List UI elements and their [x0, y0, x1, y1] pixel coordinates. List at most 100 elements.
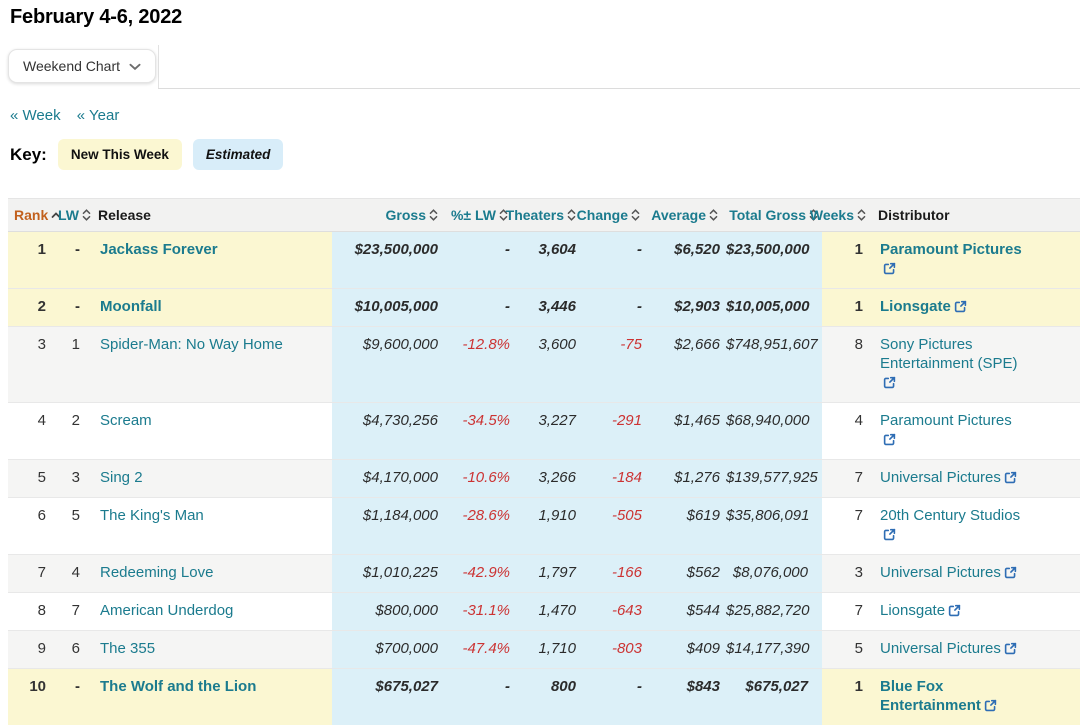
column-label: Theaters	[506, 207, 564, 223]
table-row: 2-Moonfall$10,005,000-3,446-$2,903$10,00…	[8, 289, 1080, 327]
theaters-cell: 3,446	[512, 289, 580, 327]
distributor-link[interactable]: 20th Century Studios	[880, 507, 1020, 543]
average-cell: $619	[644, 498, 722, 555]
release-cell: Jackass Forever	[92, 232, 332, 289]
column-header-theaters[interactable]: Theaters	[512, 199, 580, 232]
column-header-gross[interactable]: Gross	[332, 199, 442, 232]
distributor-link[interactable]: Lionsgate	[880, 298, 967, 315]
weeks-cell: 7	[822, 460, 870, 498]
key-estimated-badge: Estimated	[193, 139, 284, 170]
change-cell: -	[580, 289, 644, 327]
average-cell: $6,520	[644, 232, 722, 289]
lw-cell: -	[56, 669, 92, 725]
column-header-release: Release	[92, 199, 332, 232]
distributor-link[interactable]: Paramount Pictures	[880, 241, 1022, 277]
chart-type-dropdown[interactable]: Weekend Chart	[8, 49, 156, 83]
weeks-cell: 7	[822, 593, 870, 631]
gross-cell: $23,500,000	[332, 232, 442, 289]
release-link[interactable]: The Wolf and the Lion	[100, 678, 256, 695]
column-header-rank[interactable]: Rank	[8, 199, 56, 232]
rank-cell: 2	[8, 289, 56, 327]
table-row: 10-The Wolf and the Lion$675,027-800-$84…	[8, 669, 1080, 725]
rank-cell: 5	[8, 460, 56, 498]
external-link-icon	[1004, 565, 1017, 584]
table-header-row: Rank LW Release Gross %± LW Theaters	[8, 199, 1080, 232]
rank-cell: 4	[8, 403, 56, 460]
distributor-link[interactable]: Universal Pictures	[880, 564, 1017, 581]
change-cell: -	[580, 669, 644, 725]
change-cell: -291	[580, 403, 644, 460]
gross-cell: $4,170,000	[332, 460, 442, 498]
distributor-link[interactable]: Universal Pictures	[880, 640, 1017, 657]
change-cell: -166	[580, 555, 644, 593]
gross-cell: $4,730,256	[332, 403, 442, 460]
release-link[interactable]: The 355	[100, 640, 155, 657]
column-header-lw[interactable]: LW	[56, 199, 92, 232]
change-cell: -803	[580, 631, 644, 669]
sort-icon	[429, 208, 438, 222]
column-label: LW	[58, 207, 79, 223]
sort-icon	[567, 208, 576, 222]
change-cell: -643	[580, 593, 644, 631]
distributor-link[interactable]: Lionsgate	[880, 602, 961, 619]
release-link[interactable]: Redeeming Love	[100, 564, 213, 581]
chevron-down-icon	[129, 58, 141, 74]
total-gross-cell: $8,076,000	[722, 555, 822, 593]
release-cell: Scream	[92, 403, 332, 460]
column-label: Change	[577, 207, 628, 223]
release-link[interactable]: Moonfall	[100, 298, 162, 315]
change-cell: -75	[580, 327, 644, 403]
theaters-cell: 1,797	[512, 555, 580, 593]
page-title: February 4-6, 2022	[10, 6, 1080, 29]
release-link[interactable]: The King's Man	[100, 507, 204, 524]
table-body: 1-Jackass Forever$23,500,000-3,604-$6,52…	[8, 232, 1080, 725]
distributor-link[interactable]: Paramount Pictures	[880, 412, 1012, 448]
release-link[interactable]: Jackass Forever	[100, 241, 218, 258]
average-cell: $1,276	[644, 460, 722, 498]
rank-cell: 10	[8, 669, 56, 725]
lw-cell: 6	[56, 631, 92, 669]
column-header-pct-lw[interactable]: %± LW	[442, 199, 512, 232]
pct-lw-cell: -47.4%	[442, 631, 512, 669]
pct-lw-cell: -10.6%	[442, 460, 512, 498]
release-link[interactable]: Spider-Man: No Way Home	[100, 336, 283, 353]
pct-lw-cell: -	[442, 232, 512, 289]
change-cell: -184	[580, 460, 644, 498]
weeks-cell: 7	[822, 498, 870, 555]
column-label: Average	[651, 207, 706, 223]
weeks-cell: 1	[822, 289, 870, 327]
time-nav: « Week « Year	[10, 107, 1080, 124]
distributor-cell: Universal Pictures	[870, 631, 1080, 669]
rank-cell: 7	[8, 555, 56, 593]
release-link[interactable]: American Underdog	[100, 602, 233, 619]
total-gross-cell: $25,882,720	[722, 593, 822, 631]
average-cell: $2,666	[644, 327, 722, 403]
column-header-average[interactable]: Average	[644, 199, 722, 232]
column-header-total-gross[interactable]: Total Gross	[722, 199, 822, 232]
rank-cell: 6	[8, 498, 56, 555]
prev-year-link[interactable]: « Year	[77, 107, 120, 124]
chart-type-dropdown-label: Weekend Chart	[23, 58, 120, 74]
distributor-link[interactable]: Universal Pictures	[880, 469, 1017, 486]
tab-divider	[158, 45, 159, 89]
column-header-change[interactable]: Change	[580, 199, 644, 232]
lw-cell: 7	[56, 593, 92, 631]
release-cell: The King's Man	[92, 498, 332, 555]
prev-week-link[interactable]: « Week	[10, 107, 61, 124]
lw-cell: 4	[56, 555, 92, 593]
weeks-cell: 3	[822, 555, 870, 593]
release-link[interactable]: Sing 2	[100, 469, 143, 486]
theaters-cell: 3,600	[512, 327, 580, 403]
rank-cell: 1	[8, 232, 56, 289]
release-link[interactable]: Scream	[100, 412, 152, 429]
external-link-icon	[883, 261, 896, 280]
gross-cell: $9,600,000	[332, 327, 442, 403]
column-header-weeks[interactable]: Weeks	[822, 199, 870, 232]
rank-cell: 9	[8, 631, 56, 669]
total-gross-cell: $675,027	[722, 669, 822, 725]
external-link-icon	[984, 698, 997, 717]
